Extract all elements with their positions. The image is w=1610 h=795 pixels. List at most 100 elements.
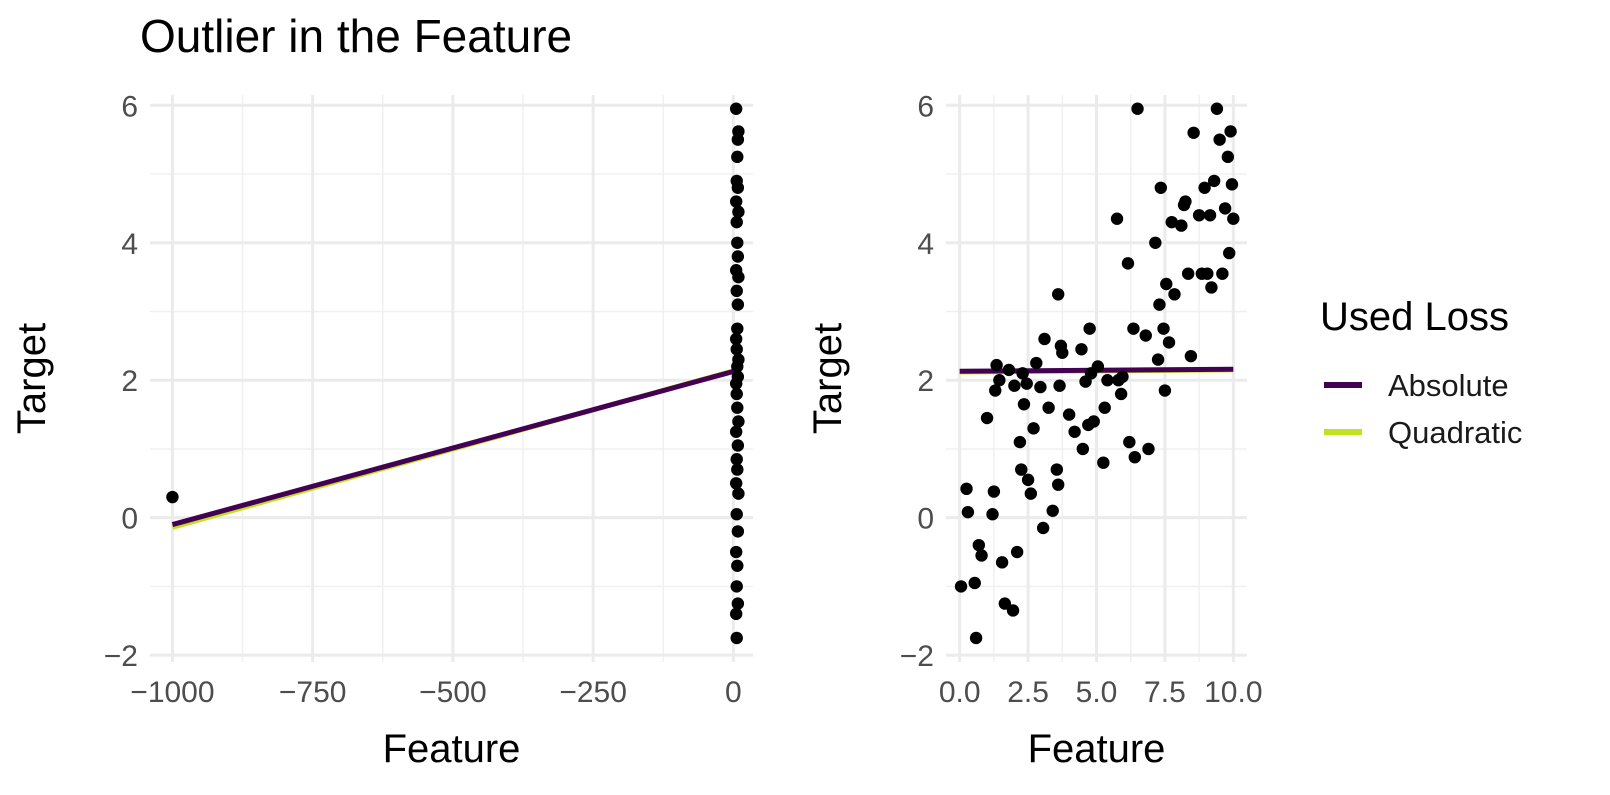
data-point bbox=[1083, 322, 1096, 335]
x-tick-label: 7.5 bbox=[1144, 676, 1186, 709]
data-point bbox=[1097, 456, 1110, 469]
data-point bbox=[1068, 425, 1081, 438]
y-tick-label: 4 bbox=[121, 228, 138, 261]
chart-title: Outlier in the Feature bbox=[140, 10, 572, 62]
y-tick-label: −2 bbox=[900, 640, 934, 673]
x-tick-label: 0 bbox=[725, 676, 742, 709]
y-tick-label: 2 bbox=[917, 365, 934, 398]
x-tick-label: 0.0 bbox=[939, 676, 981, 709]
right-points bbox=[954, 102, 1240, 645]
data-point bbox=[1050, 463, 1064, 476]
data-point bbox=[1160, 277, 1173, 291]
data-point bbox=[1053, 379, 1066, 392]
data-point bbox=[1036, 521, 1050, 535]
data-point bbox=[731, 250, 745, 263]
data-point bbox=[1020, 377, 1033, 390]
data-point bbox=[729, 607, 743, 621]
data-point bbox=[729, 102, 743, 115]
data-point bbox=[969, 631, 983, 645]
y-tick-label: 6 bbox=[917, 90, 934, 123]
y-tick-label: 0 bbox=[917, 503, 934, 536]
left-y-ticks: −2 0 2 4 6 bbox=[104, 90, 138, 673]
data-point bbox=[731, 181, 745, 194]
data-point bbox=[1034, 380, 1047, 394]
data-point bbox=[972, 538, 986, 552]
data-point bbox=[987, 485, 1001, 498]
data-point bbox=[1056, 346, 1069, 359]
left-x-ticks: −1000 −750 −500 −250 0 bbox=[130, 676, 741, 709]
data-point bbox=[960, 482, 973, 496]
data-point bbox=[1131, 102, 1144, 115]
data-point bbox=[1076, 442, 1090, 456]
right-x-axis-title: Feature bbox=[1028, 727, 1166, 771]
data-point bbox=[1024, 487, 1038, 500]
data-point bbox=[729, 377, 743, 390]
data-point bbox=[998, 597, 1012, 610]
data-point bbox=[1223, 246, 1236, 260]
data-point bbox=[1162, 336, 1176, 349]
data-point bbox=[1002, 363, 1016, 377]
data-point bbox=[1205, 281, 1218, 294]
data-point bbox=[986, 508, 999, 521]
legend-title: Used Loss bbox=[1320, 295, 1509, 339]
left-points bbox=[166, 102, 745, 645]
data-point bbox=[1201, 267, 1214, 280]
data-point bbox=[1116, 370, 1129, 383]
left-y-axis-title: Target bbox=[10, 323, 54, 434]
data-point bbox=[732, 270, 745, 284]
data-point bbox=[732, 415, 745, 428]
data-point bbox=[1192, 209, 1206, 222]
data-point bbox=[729, 332, 743, 346]
data-point bbox=[730, 343, 743, 356]
data-point bbox=[1046, 504, 1059, 517]
data-point bbox=[1030, 356, 1043, 370]
data-point bbox=[1114, 387, 1128, 401]
y-tick-label: 2 bbox=[121, 365, 138, 398]
data-point bbox=[1224, 125, 1237, 138]
data-point bbox=[1075, 343, 1088, 356]
data-point bbox=[1151, 353, 1165, 366]
data-point bbox=[731, 150, 744, 164]
data-point bbox=[1110, 212, 1124, 225]
data-point bbox=[1181, 267, 1195, 280]
data-point bbox=[993, 374, 1006, 387]
data-point bbox=[1225, 178, 1239, 191]
data-point bbox=[731, 322, 744, 335]
data-point bbox=[1021, 473, 1035, 487]
data-point bbox=[995, 556, 1009, 569]
data-point bbox=[166, 490, 179, 504]
data-point bbox=[1128, 450, 1142, 464]
data-point bbox=[1158, 384, 1172, 397]
data-point bbox=[1157, 322, 1170, 335]
data-point bbox=[1154, 181, 1168, 194]
data-point bbox=[1051, 478, 1065, 491]
data-point bbox=[1016, 367, 1029, 380]
data-point bbox=[1017, 398, 1031, 411]
data-point bbox=[1207, 174, 1221, 188]
y-tick-label: 6 bbox=[121, 90, 138, 123]
data-point bbox=[989, 384, 1002, 397]
y-tick-label: 4 bbox=[917, 228, 934, 261]
data-point bbox=[730, 453, 743, 466]
y-tick-label: 0 bbox=[121, 503, 138, 536]
data-point bbox=[731, 298, 745, 311]
right-panel: 0.0 2.5 5.0 7.5 10.0 −2 0 2 4 6 Feature Target bbox=[806, 90, 1263, 771]
legend-label-quadratic: Quadratic bbox=[1388, 415, 1522, 450]
legend-label-absolute: Absolute bbox=[1388, 368, 1509, 403]
legend: Used Loss Absolute Quadratic bbox=[1320, 295, 1522, 450]
data-point bbox=[1187, 126, 1200, 139]
x-tick-label: −250 bbox=[559, 676, 627, 709]
data-point bbox=[731, 463, 744, 476]
data-point bbox=[732, 205, 745, 219]
data-point bbox=[1006, 604, 1020, 617]
data-point bbox=[954, 580, 968, 593]
data-point bbox=[732, 487, 745, 500]
x-tick-label: −500 bbox=[419, 676, 487, 709]
data-point bbox=[1227, 212, 1240, 225]
data-point bbox=[1010, 545, 1024, 559]
data-point bbox=[975, 549, 988, 562]
data-point bbox=[1165, 215, 1178, 229]
data-point bbox=[1139, 329, 1152, 342]
data-point bbox=[730, 387, 743, 401]
data-point bbox=[1127, 322, 1140, 335]
